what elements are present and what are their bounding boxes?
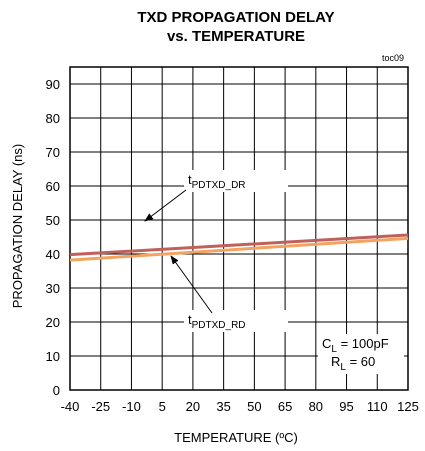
y-tick-label: 20 xyxy=(46,315,60,330)
chart-title-line1: TXD PROPAGATION DELAY xyxy=(137,9,334,26)
series-label-rd-sub: PDTXD_RD xyxy=(192,320,246,331)
annotation-background xyxy=(184,310,288,332)
plot-frame xyxy=(69,66,409,391)
x-tick-label: 95 xyxy=(339,399,353,414)
y-tick-label: 0 xyxy=(53,383,60,398)
series-label-dr-main: t xyxy=(188,172,192,187)
condition-cl-main: C xyxy=(322,336,331,351)
series-layer xyxy=(69,233,409,262)
y-tick-label: 40 xyxy=(46,247,60,262)
series-label-dr: tPDTXD_DR xyxy=(188,172,246,191)
tick-labels: -40 -25 -10 5 20 35 50 65 80 95 110 125 0 10 20 30 40 50 6… xyxy=(46,77,419,414)
x-tick-label: 125 xyxy=(397,399,419,414)
x-tick-label: 5 xyxy=(159,399,166,414)
condition-cl: CL = 100pF xyxy=(322,336,389,355)
y-tick-label: 90 xyxy=(46,77,60,92)
condition-cl-sub: L xyxy=(331,344,337,355)
series-label-rd: tPDTXD_RD xyxy=(188,312,246,331)
condition-cl-rest: = 100pF xyxy=(337,336,389,351)
x-tick-label: 65 xyxy=(278,399,292,414)
grid xyxy=(69,66,409,391)
annotation-background xyxy=(318,334,404,374)
condition-rl-sub: L xyxy=(340,362,346,373)
series-label-dr-sub: PDTXD_DR xyxy=(192,180,246,191)
series-line-rd xyxy=(69,236,409,262)
series-label-rd-arrow xyxy=(170,255,213,314)
series-label-dr-arrow xyxy=(144,189,187,222)
condition-rl-main: R xyxy=(331,354,340,369)
figure-tag: toc09 xyxy=(382,53,404,63)
y-tick-label: 50 xyxy=(46,213,60,228)
x-tick-label: -25 xyxy=(91,399,110,414)
condition-rl: RL = 60 xyxy=(331,354,375,373)
x-tick-label: -40 xyxy=(61,399,80,414)
x-axis-label: TEMPERATURE (ºC) xyxy=(174,430,298,445)
x-tick-label: -10 xyxy=(122,399,141,414)
x-tick-label: 80 xyxy=(309,399,323,414)
y-tick-label: 30 xyxy=(46,281,60,296)
series-label-rd-main: t xyxy=(188,312,192,327)
series-line-dr xyxy=(69,233,409,257)
x-tick-label: 50 xyxy=(247,399,261,414)
y-axis-label: PROPAGATION DELAY (ns) xyxy=(10,144,25,308)
chart-title-line2: vs. TEMPERATURE xyxy=(167,28,305,45)
condition-rl-rest: = 60 xyxy=(346,354,375,369)
annotation-background xyxy=(184,170,288,192)
y-tick-label: 80 xyxy=(46,111,60,126)
x-tick-label: 35 xyxy=(216,399,230,414)
y-tick-label: 70 xyxy=(46,145,60,160)
x-tick-label: 20 xyxy=(186,399,200,414)
y-tick-label: 60 xyxy=(46,179,60,194)
y-tick-label: 10 xyxy=(46,349,60,364)
x-tick-label: 110 xyxy=(367,399,388,414)
